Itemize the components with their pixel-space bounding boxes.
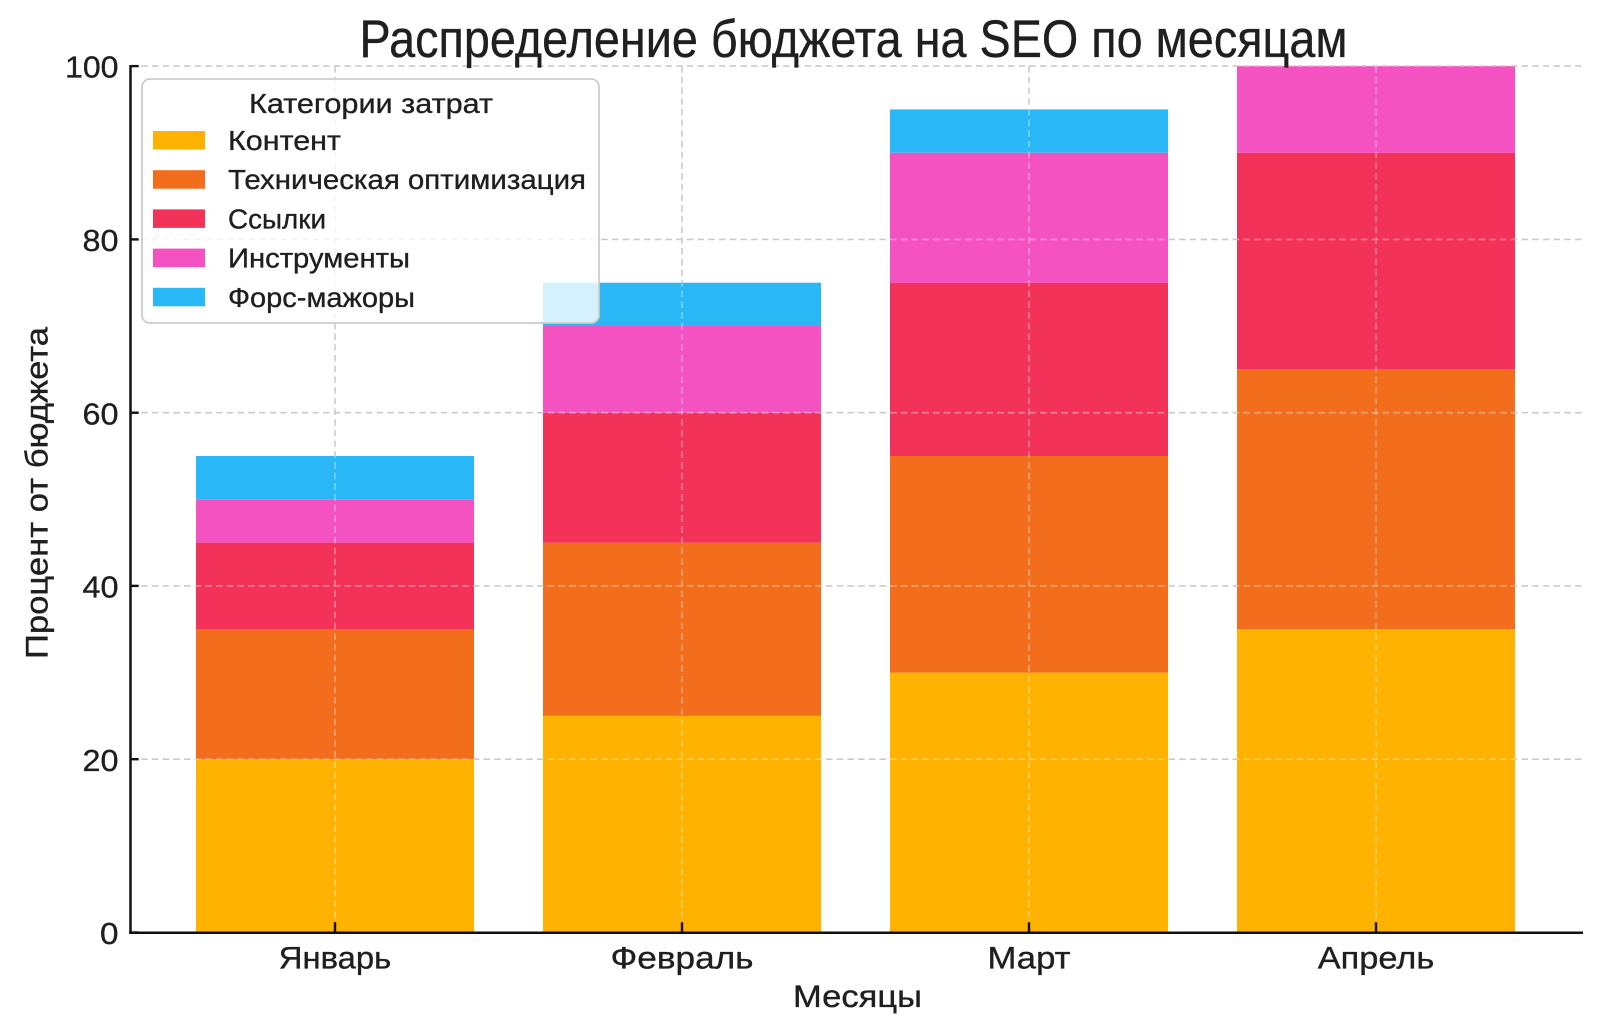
svg-text:100: 100 [65,50,119,85]
svg-text:Ссылки: Ссылки [228,203,326,234]
svg-text:Апрель: Апрель [1318,940,1435,976]
svg-text:Февраль: Февраль [611,940,754,976]
svg-text:Процент от бюджета: Процент от бюджета [18,326,54,659]
svg-text:Контент: Контент [228,125,341,156]
svg-text:Январь: Январь [279,940,392,976]
svg-text:Распределение бюджета на SEO п: Распределение бюджета на SEO по месяцам [360,10,1348,69]
svg-text:Форс-мажоры: Форс-мажоры [228,282,415,313]
svg-text:60: 60 [83,396,119,431]
svg-text:Март: Март [988,940,1071,976]
svg-text:20: 20 [83,743,119,778]
svg-text:Категории затрат: Категории затрат [249,88,493,119]
svg-text:0: 0 [100,916,119,951]
svg-text:80: 80 [83,223,119,258]
svg-text:Месяцы: Месяцы [793,978,922,1014]
svg-text:40: 40 [83,570,119,605]
svg-text:Техническая оптимизация: Техническая оптимизация [228,164,586,195]
svg-text:Инструменты: Инструменты [228,243,410,274]
